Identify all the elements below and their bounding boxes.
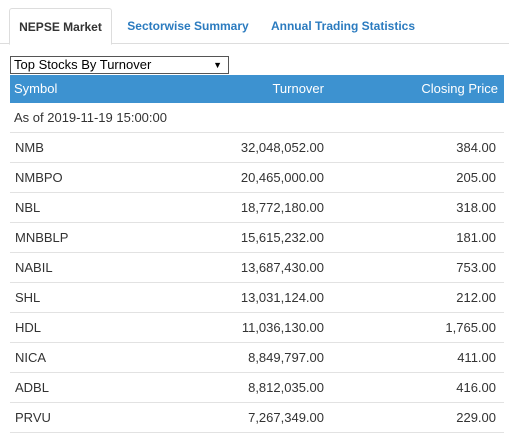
cell-turnover: 8,812,035.00 bbox=[248, 380, 324, 395]
cell-closing-price: 205.00 bbox=[456, 170, 496, 185]
cell-closing-price: 1,765.00 bbox=[445, 320, 496, 335]
cell-turnover: 8,849,797.00 bbox=[248, 350, 324, 365]
header-symbol: Symbol bbox=[14, 81, 58, 96]
stock-filter-select[interactable]: Top Stocks By Turnover ▼ bbox=[10, 56, 229, 74]
cell-symbol: NICA bbox=[15, 350, 47, 365]
cell-symbol: NABIL bbox=[15, 260, 53, 275]
table-row: SHL 13,031,124.00 212.00 bbox=[10, 283, 504, 313]
cell-closing-price: 384.00 bbox=[456, 140, 496, 155]
cell-turnover: 11,036,130.00 bbox=[241, 320, 324, 335]
cell-turnover: 20,465,000.00 bbox=[240, 170, 324, 185]
table-row: ADBL 8,812,035.00 416.00 bbox=[10, 373, 504, 403]
stock-table-body: NMB 32,048,052.00 384.00 NMBPO 20,465,000.00… bbox=[10, 133, 504, 433]
cell-symbol: MNBBLP bbox=[15, 230, 69, 245]
table-row: NMB 32,048,052.00 384.00 bbox=[10, 133, 504, 163]
cell-symbol: NMBPO bbox=[15, 170, 63, 185]
tab-sectorwise-summary[interactable]: Sectorwise Summary bbox=[127, 19, 249, 33]
cell-turnover: 32,048,052.00 bbox=[240, 140, 324, 155]
cell-turnover: 13,687,430.00 bbox=[240, 260, 324, 275]
cell-closing-price: 229.00 bbox=[456, 410, 496, 425]
table-row: NMBPO 20,465,000.00 205.00 bbox=[10, 163, 504, 193]
as-of-timestamp: As of 2019-11-19 15:00:00 bbox=[10, 103, 504, 133]
cell-symbol: ADBL bbox=[15, 380, 49, 395]
table-row: NABIL 13,687,430.00 753.00 bbox=[10, 253, 504, 283]
cell-closing-price: 181.00 bbox=[456, 230, 496, 245]
tab-annual-trading-statistics[interactable]: Annual Trading Statistics bbox=[270, 19, 416, 33]
table-row: NICA 8,849,797.00 411.00 bbox=[10, 343, 504, 373]
stock-filter-value: Top Stocks By Turnover bbox=[14, 57, 152, 72]
cell-turnover: 15,615,232.00 bbox=[240, 230, 324, 245]
cell-turnover: 7,267,349.00 bbox=[248, 410, 324, 425]
cell-symbol: NBL bbox=[15, 200, 41, 215]
cell-closing-price: 212.00 bbox=[456, 290, 496, 305]
tab-bar: NEPSE Market Sectorwise Summary Annual T… bbox=[0, 0, 509, 45]
cell-closing-price: 318.00 bbox=[456, 200, 496, 215]
cell-symbol: HDL bbox=[15, 320, 42, 335]
header-closing-price: Closing Price bbox=[421, 81, 498, 96]
cell-closing-price: 411.00 bbox=[457, 350, 496, 365]
cell-symbol: PRVU bbox=[15, 410, 51, 425]
cell-symbol: SHL bbox=[15, 290, 41, 305]
chevron-down-icon: ▼ bbox=[213, 60, 222, 70]
cell-symbol: NMB bbox=[15, 140, 44, 155]
cell-closing-price: 416.00 bbox=[456, 380, 496, 395]
cell-turnover: 18,772,180.00 bbox=[240, 200, 324, 215]
table-row: NBL 18,772,180.00 318.00 bbox=[10, 193, 504, 223]
cell-turnover: 13,031,124.00 bbox=[240, 290, 324, 305]
cell-closing-price: 753.00 bbox=[456, 260, 496, 275]
table-row: MNBBLP 15,615,232.00 181.00 bbox=[10, 223, 504, 253]
tab-nepse-market[interactable]: NEPSE Market bbox=[9, 8, 112, 45]
table-row: HDL 11,036,130.00 1,765.00 bbox=[10, 313, 504, 343]
table-header: Symbol Turnover Closing Price bbox=[10, 75, 504, 103]
header-turnover: Turnover bbox=[272, 81, 324, 96]
